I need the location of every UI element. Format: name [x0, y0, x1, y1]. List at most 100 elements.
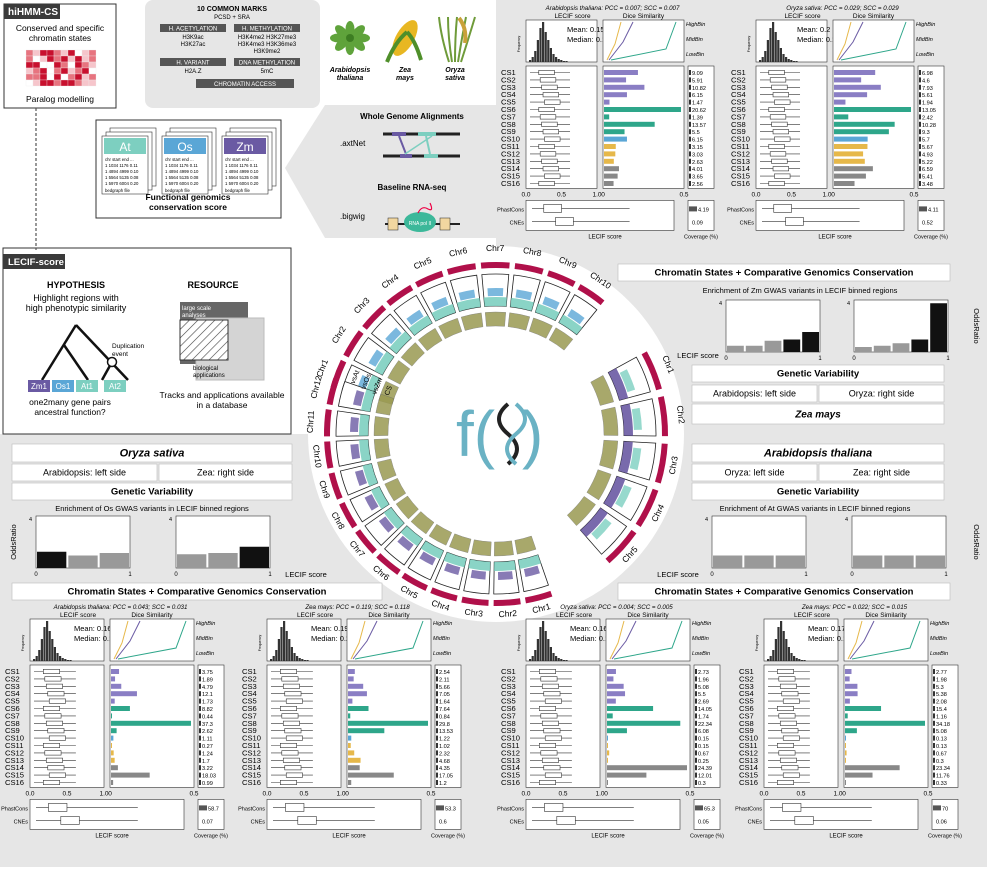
- tick-label: 1: [944, 572, 948, 578]
- mark-group-header: DNA METHYLATION: [239, 61, 295, 67]
- coverage-value: 1.94: [922, 101, 933, 107]
- coverage-value: 0.15: [698, 744, 709, 750]
- chromosome-band: [657, 396, 668, 437]
- cs-label: CS6: [731, 105, 746, 114]
- coverage-value: 18.03: [202, 774, 216, 780]
- conservation-boxplot: [785, 217, 804, 226]
- dice-bar: [111, 669, 120, 674]
- card-row: 1 1034 1176 0.11: [165, 163, 198, 168]
- state-boxplot: [285, 698, 303, 704]
- cs-label: CS3: [5, 682, 20, 691]
- arab-cs-title: Chromatin States + Comparative Genomics …: [655, 587, 914, 598]
- bin-label: MidBin: [930, 636, 947, 642]
- enrichment-bar: [208, 553, 238, 568]
- state-boxplot: [282, 683, 300, 689]
- median-label: Median: 0.2: [311, 634, 350, 643]
- cs-track: [410, 511, 435, 535]
- histogram-bar: [534, 650, 537, 661]
- card-footer: bedgraph file: [105, 188, 130, 193]
- chromosome-band: [376, 553, 401, 575]
- state-boxplot: [281, 713, 299, 719]
- enrichment-bar: [99, 553, 129, 568]
- state-boxplot: [540, 750, 558, 756]
- coverage-value: 2.63: [692, 160, 703, 166]
- histogram-bar: [798, 659, 801, 661]
- tick-label: 0: [174, 572, 178, 578]
- state-boxplot: [45, 757, 63, 763]
- state-boxplot: [778, 750, 796, 756]
- chromatin-access-label: CHROMATIN ACCESS: [214, 82, 276, 88]
- cnes-label: CNEs: [14, 819, 29, 825]
- alignment-icon: [383, 132, 460, 158]
- dice-bar: [604, 114, 610, 120]
- phastcons-label: PhastCons: [238, 806, 265, 812]
- cs-label: CS7: [731, 112, 746, 121]
- dice-bar: [607, 676, 614, 682]
- odds-ratio-label: OddsRatio: [972, 524, 981, 559]
- card-row: 1 4894 4999 0.10: [225, 169, 259, 174]
- histogram-bar: [298, 658, 301, 661]
- histogram-bar: [283, 621, 286, 661]
- card-row: 1 5970 6004 0.20: [225, 181, 259, 186]
- cnes-coverage: 0.06: [936, 819, 947, 825]
- resource-stack-icon: large scale analyses biological applicatio…: [179, 302, 265, 381]
- dice-bar: [348, 743, 351, 748]
- cs-track: [528, 317, 553, 339]
- tick-label: 0.0: [262, 790, 271, 797]
- card-row: 1 5564 5135 0.08: [225, 175, 259, 180]
- chromosome-label: Chr2: [498, 608, 517, 619]
- cs-label: CS15: [5, 771, 24, 780]
- coverage-value: 2.08: [936, 700, 947, 706]
- state-boxplot: [285, 772, 303, 778]
- histogram-bar: [772, 650, 775, 661]
- track-area: [558, 314, 583, 335]
- track-area: [361, 389, 376, 412]
- track-area: [515, 289, 533, 301]
- dice-bar: [834, 144, 868, 149]
- zea-right-note: Oryza: right side: [849, 389, 915, 399]
- oryza-genetic-variability: Genetic Variability: [111, 487, 194, 498]
- enrichment-bar: [727, 345, 744, 352]
- coverage-value: 0.33: [936, 781, 947, 787]
- state-boxplot: [768, 144, 785, 150]
- coverage-value: 5.08: [698, 685, 709, 691]
- cs-label: CS8: [731, 120, 746, 129]
- dice-bar: [348, 720, 428, 726]
- state-boxplot: [777, 705, 794, 711]
- track-area: [620, 403, 633, 436]
- dice-bar: [845, 750, 847, 756]
- state-boxplot: [542, 92, 559, 98]
- histogram-bar: [275, 650, 278, 661]
- conservation-boxplot: [297, 816, 317, 825]
- chromosome-band: [605, 529, 637, 564]
- track-area: [618, 441, 633, 474]
- state-boxplot: [782, 772, 800, 778]
- state-boxplot: [544, 136, 561, 142]
- dice-bar: [348, 772, 394, 778]
- histogram-bar: [277, 639, 280, 661]
- hihmm-panel: hiHMM-CS Conserved and specific chromatin…: [3, 3, 117, 250]
- axis-label: Coverage (%): [914, 234, 948, 240]
- dice-bar: [604, 144, 616, 149]
- conservation-boxplot: [543, 204, 562, 213]
- histogram-bar: [557, 59, 560, 62]
- chromosome-label: Chr3: [667, 455, 680, 475]
- axis-label: LECIF score: [784, 13, 821, 20]
- coverage-value: 7.64: [439, 707, 450, 713]
- cs-label: CS10: [501, 734, 520, 743]
- bin-label: LowBin: [433, 651, 451, 657]
- chart-panels: Arabidopsis thaliana: PCC = 0.007; SCC =…: [1, 5, 962, 839]
- histogram-bar: [542, 621, 545, 661]
- chromosome-band: [547, 270, 576, 287]
- histogram-bar: [782, 54, 785, 62]
- cs-track: [507, 312, 531, 331]
- bedgraph-card: Os chr start end ...1 1034 1176 0.111 489…: [161, 127, 217, 195]
- cs-label: CS13: [5, 756, 24, 765]
- cs-label: CS3: [731, 83, 746, 92]
- dice-bar: [111, 780, 114, 785]
- oryza-enrich-title: Enrichment of Os GWAS variants in LECIF …: [55, 504, 249, 513]
- histogram-bar: [555, 57, 558, 62]
- track-area: [408, 315, 433, 336]
- dice-bar: [604, 84, 645, 90]
